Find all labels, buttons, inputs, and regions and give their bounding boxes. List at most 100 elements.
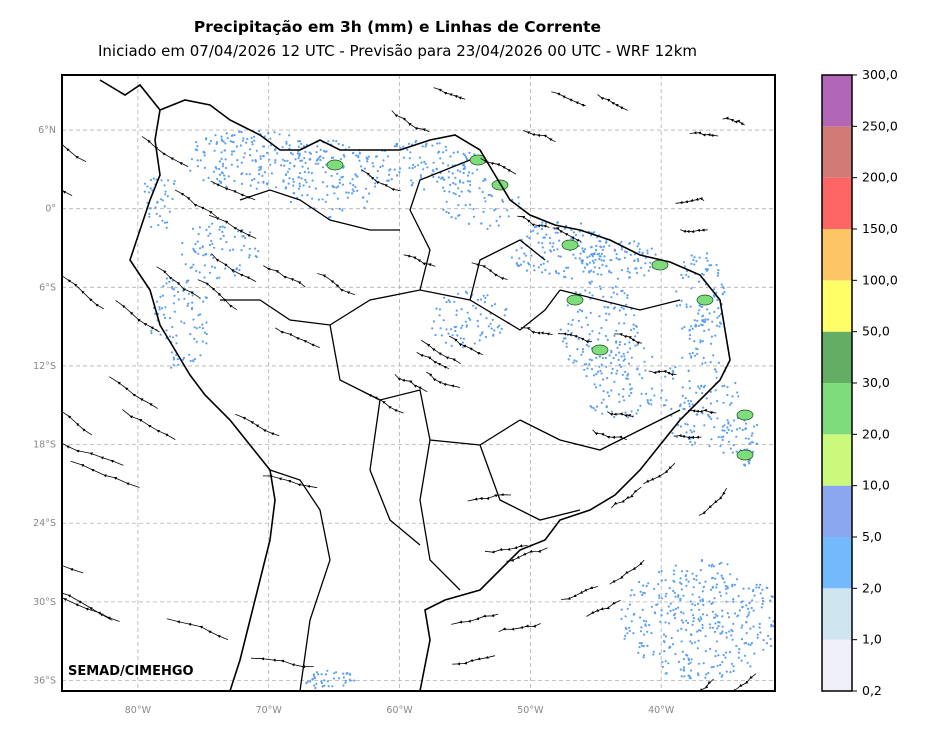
streamline xyxy=(451,613,499,625)
streamline xyxy=(673,434,702,440)
lat-tick-label: 24°S xyxy=(33,518,56,529)
streamline xyxy=(62,597,120,622)
country-borders xyxy=(99,79,731,691)
colorbar-segment xyxy=(822,75,852,127)
colorbar-label: 30,0 xyxy=(862,375,890,390)
streamline xyxy=(62,405,93,436)
colorbar-label: 300,0 xyxy=(862,67,898,82)
streamline xyxy=(698,487,727,516)
colorbar-segment xyxy=(822,434,852,486)
streamline xyxy=(522,130,556,143)
streamline xyxy=(675,197,705,205)
colorbar-label: 2,0 xyxy=(862,580,882,595)
map-frame xyxy=(61,74,776,692)
streamline xyxy=(156,266,200,299)
lon-tick-label: 60°W xyxy=(386,705,413,716)
streamline xyxy=(141,136,189,167)
lat-tick-label: 30°S xyxy=(33,597,56,608)
streamline xyxy=(722,116,745,126)
colorbar-segment xyxy=(822,383,852,435)
streamline xyxy=(275,327,320,348)
streamline xyxy=(498,623,541,633)
colorbar-segment xyxy=(822,126,852,178)
streamline xyxy=(687,408,717,415)
colorbar-label: 1,0 xyxy=(862,632,882,647)
map-title: Precipitação em 3h (mm) e Linhas de Corr… xyxy=(193,18,602,36)
streamline xyxy=(421,340,461,365)
streamline xyxy=(211,253,257,283)
streamline xyxy=(610,486,642,509)
streamline xyxy=(643,462,676,485)
lat-tick-label: 0° xyxy=(45,204,56,215)
streamline xyxy=(680,228,708,234)
streamline xyxy=(62,166,73,196)
colorbar-segment xyxy=(822,331,852,383)
streamline xyxy=(262,474,318,489)
streamline xyxy=(586,600,621,617)
lon-tick-label: 80°W xyxy=(125,705,152,716)
streamline xyxy=(484,544,528,554)
streamline xyxy=(235,413,280,437)
streamline xyxy=(391,110,430,133)
streamline xyxy=(62,596,63,598)
lon-tick-label: 70°W xyxy=(256,705,283,716)
longitude-labels: 80°W 70°W 60°W 50°W 40°W xyxy=(125,705,675,716)
streamline xyxy=(62,548,84,574)
streamline xyxy=(452,655,496,666)
streamline xyxy=(517,215,550,228)
lat-tick-label: 6°N xyxy=(38,125,56,136)
streamline xyxy=(614,332,642,345)
colorbar-segment xyxy=(822,537,852,589)
streamline xyxy=(597,94,628,111)
lon-tick-label: 40°W xyxy=(648,705,675,716)
colorbar: 0,2 1,0 2,0 5,0 10,0 20,0 30,0 50,0 100,0 150,0 20… xyxy=(821,67,898,698)
streamline xyxy=(592,429,627,441)
streamline xyxy=(506,547,548,562)
colorbar-label: 200,0 xyxy=(862,170,898,185)
streamline xyxy=(394,374,428,393)
colorbar-segment xyxy=(822,639,852,691)
map-subtitle: Iniciado em 07/04/2026 12 UTC - Previsão… xyxy=(97,42,698,60)
streamline xyxy=(648,369,677,377)
colorbar-segment xyxy=(822,280,852,332)
colorbar-label: 250,0 xyxy=(862,118,898,133)
colorbar-label: 100,0 xyxy=(862,272,898,287)
streamline xyxy=(62,275,104,310)
streamline xyxy=(263,265,306,288)
colorbar-segment xyxy=(822,177,852,229)
streamline xyxy=(109,376,158,409)
streamline xyxy=(433,87,466,100)
streamline xyxy=(467,493,512,502)
streamline xyxy=(208,214,257,239)
streamline xyxy=(361,390,404,414)
credit-label: SEMAD/CIMEHGO xyxy=(68,664,194,679)
streamline xyxy=(520,327,553,336)
lon-tick-label: 50°W xyxy=(517,705,544,716)
streamline xyxy=(250,657,314,669)
streamline xyxy=(197,279,238,311)
streamline xyxy=(174,189,218,218)
colorbar-label: 0,2 xyxy=(862,683,882,698)
streamline xyxy=(557,332,593,344)
colorbar-segment xyxy=(822,485,852,537)
streamline xyxy=(166,618,229,640)
streamline xyxy=(62,128,87,162)
streamline xyxy=(115,299,160,333)
streamline xyxy=(416,352,450,370)
streamline xyxy=(471,262,508,281)
streamline xyxy=(551,91,586,107)
streamline xyxy=(426,371,461,388)
streamline xyxy=(689,131,719,138)
lat-tick-label: 18°S xyxy=(33,440,56,451)
lat-tick-label: 12°S xyxy=(33,361,56,372)
streamline xyxy=(561,586,599,600)
map-area: SEMAD/CIMEHGO xyxy=(62,75,775,691)
streamline xyxy=(403,254,436,267)
streamlines xyxy=(62,87,757,691)
streamline xyxy=(62,442,124,466)
colorbar-label: 50,0 xyxy=(862,324,890,339)
colorbar-label: 150,0 xyxy=(862,221,898,236)
streamline xyxy=(729,673,757,691)
streamline xyxy=(317,273,356,296)
